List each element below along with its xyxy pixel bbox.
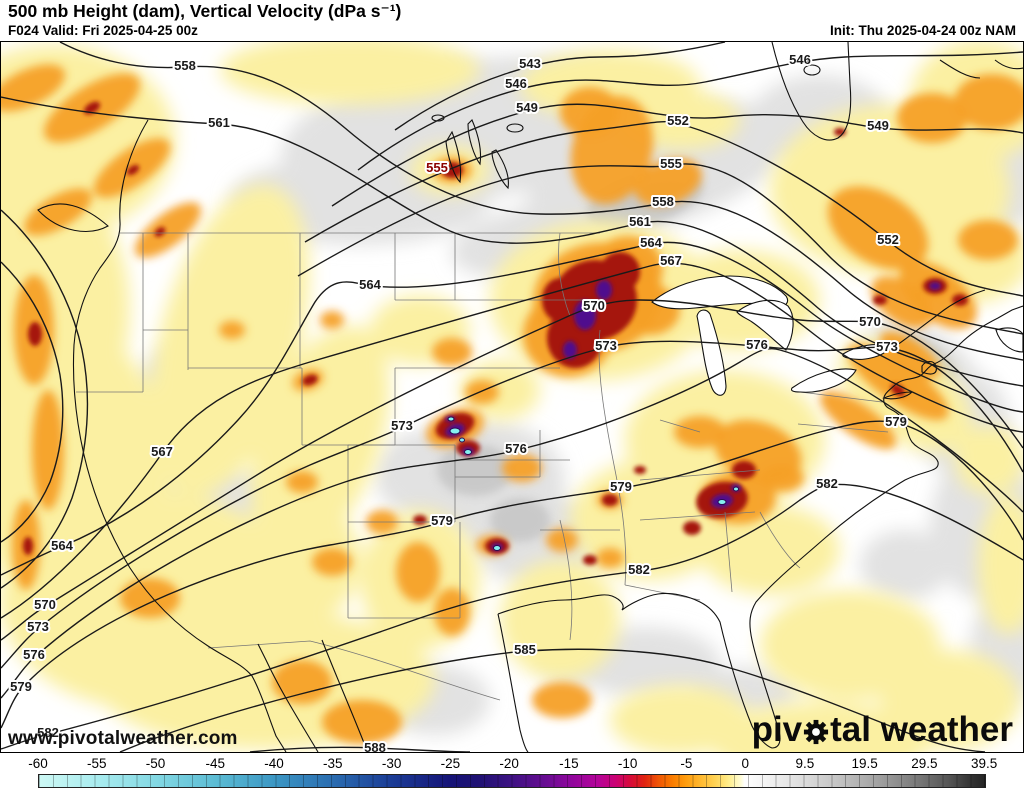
colorbar-tick: -50	[145, 756, 166, 771]
colorbar-tick: -30	[381, 756, 402, 771]
contour-label: 573	[27, 619, 49, 634]
contour-label: 555	[660, 156, 682, 171]
colorbar-tick: -10	[617, 756, 638, 771]
contour-label: 564	[359, 277, 381, 292]
colorbar-tick: 0	[741, 756, 749, 771]
contour-label: 567	[660, 253, 682, 268]
colorbar-tick: -15	[559, 756, 579, 771]
contour-label: 573	[876, 339, 898, 354]
contour-label: 576	[23, 647, 45, 662]
contour-label: 543	[519, 56, 541, 71]
contour-label: 573	[595, 338, 617, 353]
colorbar-tick: -60	[28, 756, 48, 771]
contour-label: 564	[640, 235, 662, 250]
contour-label: 579	[431, 513, 453, 528]
colorbar-tick: -55	[87, 756, 107, 771]
logo-text-after: tal weather	[830, 710, 1013, 749]
contour-label: 552	[877, 232, 899, 247]
contour-label: 570	[34, 597, 56, 612]
model-init-time: Init: Thu 2025-04-24 00z NAM	[829, 23, 1016, 38]
colorbar-tick: 19.5	[851, 756, 878, 771]
contour-label: 549	[867, 118, 889, 133]
gear-icon	[803, 719, 829, 745]
colorbar-section: -60 -55 -50 -45 -40 -35 -30 -25 -20 -15 -10 -5 0 9.5 1…	[0, 753, 1024, 791]
colorbar-tick: -45	[205, 756, 226, 771]
colorbar-tick: -35	[323, 756, 343, 771]
contour-label: 549	[516, 100, 538, 115]
colorbar-tick: 39.5	[970, 756, 998, 771]
contour-label: 576	[746, 337, 768, 352]
contour-label: 582	[816, 476, 838, 491]
map-svg: 5585615435465465495495525525555585615645…	[1, 42, 1023, 752]
header-bar: 500 mb Height (dam), Vertical Velocity (…	[0, 0, 1024, 41]
contour-label: 564	[51, 538, 73, 553]
weather-map-canvas: 558 561 543 546 546 549 549 552 552 555 558 561 564 5…	[0, 41, 1024, 753]
colorbar-cells	[39, 775, 985, 787]
pivotal-weather-logo: piv tal weather	[751, 707, 1013, 752]
colorbar-tick: -40	[264, 756, 284, 771]
contour-label: 546	[789, 52, 811, 67]
contour-label: 558	[652, 194, 674, 209]
low-center-label: 555	[426, 160, 448, 175]
colorbar-tick: -20	[499, 756, 519, 771]
contour-label: 558	[174, 58, 196, 73]
contour-label: 579	[610, 479, 632, 494]
contour-label: 561	[208, 115, 230, 130]
contour-label: 546	[505, 76, 527, 91]
contour-label: 582	[37, 725, 59, 740]
colorbar-tick: -5	[680, 756, 693, 771]
height-contours	[1, 42, 1023, 752]
colorbar-tick: 9.5	[795, 756, 815, 771]
watermark-url: www.pivotalweather.com	[8, 728, 238, 749]
colorbar-tick: -25	[440, 756, 461, 771]
colorbar-tick-labels: -60 -55 -50 -45 -40 -35 -30 -25 -20 -15 -10 -5 0 9.5 1…	[28, 756, 997, 772]
map-title: 500 mb Height (dam), Vertical Velocity (…	[8, 1, 402, 21]
coastline	[37, 42, 1023, 752]
colorbar-tick: 29.5	[911, 756, 938, 771]
contour-label: 582	[628, 562, 650, 577]
contour-label: 588	[364, 740, 386, 752]
contour-label: 573	[391, 418, 413, 433]
contour-label: 552	[667, 113, 689, 128]
contour-label: 570	[859, 314, 881, 329]
contour-label: 567	[151, 444, 173, 459]
contour-label: 585	[514, 642, 536, 657]
colorbar	[38, 774, 986, 788]
contour-label: 579	[885, 414, 907, 429]
contour-labels: 5585615435465465495495525525555585615645…	[8, 50, 909, 752]
contour-label: 579	[10, 679, 32, 694]
vv-shading-cyan	[447, 416, 739, 551]
forecast-valid-time: F024 Valid: Fri 2025-04-25 00z	[8, 23, 198, 38]
contour-label: 570	[583, 298, 605, 313]
contour-label: 576	[505, 441, 527, 456]
logo-text-before: piv	[751, 710, 803, 749]
contour-label: 561	[629, 214, 651, 229]
